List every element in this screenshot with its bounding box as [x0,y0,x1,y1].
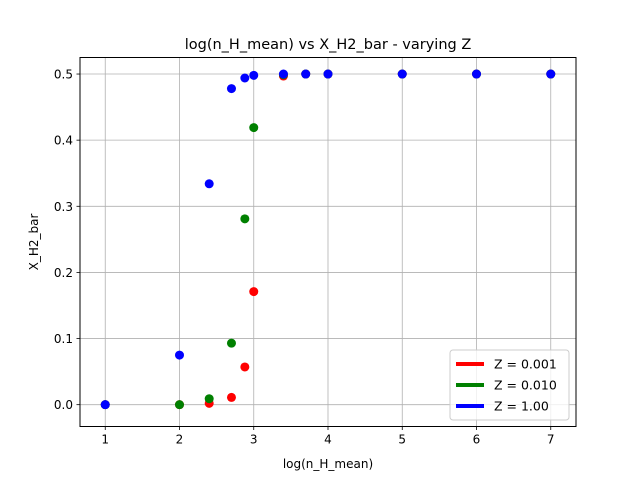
data-point [249,287,259,297]
data-point [174,350,184,360]
y-tick-label: 0.5 [54,68,73,82]
series-3 [100,69,556,410]
legend-label: Z = 1.00 [494,399,549,414]
x-tick-label: 7 [547,433,555,447]
data-point [301,69,311,79]
data-point [546,69,556,79]
y-tick-label: 0.1 [54,332,73,346]
legend-label: Z = 0.010 [494,378,557,393]
data-point [472,69,482,79]
data-point [323,69,333,79]
y-axis-label: X_H2_bar [27,214,41,271]
x-tick-label: 3 [250,433,258,447]
data-point [204,179,214,189]
data-points [100,69,556,410]
y-tick-label: 0.0 [54,398,73,412]
data-point [226,84,236,94]
x-tick-label: 1 [101,433,109,447]
x-tick-label: 6 [473,433,481,447]
data-point [204,394,214,404]
data-point [240,73,250,83]
data-point [174,400,184,410]
legend-frame [449,349,570,421]
axis-ticks: 1 2 3 4 5 6 7 0.0 0.1 0.2 0.3 0.4 0.5 [54,68,555,447]
x-tick-label: 5 [398,433,406,447]
data-point [100,400,110,410]
y-tick-label: 0.2 [54,266,73,280]
data-point [249,70,259,80]
x-axis-label: log(n_H_mean) [283,457,373,471]
x-tick-label: 2 [176,433,184,447]
data-point [240,214,250,224]
x-tick-label: 4 [324,433,332,447]
data-point [397,69,407,79]
y-tick-label: 0.3 [54,200,73,214]
legend: Z = 0.001 Z = 0.010 Z = 1.00 [449,349,570,421]
chart-title: log(n_H_mean) vs X_H2_bar - varying Z [185,37,472,53]
data-point [226,338,236,348]
y-tick-label: 0.4 [54,134,73,148]
data-point [249,123,259,133]
data-point [240,362,250,372]
data-point [278,69,288,79]
data-point [226,392,236,402]
legend-label: Z = 0.001 [494,357,557,372]
